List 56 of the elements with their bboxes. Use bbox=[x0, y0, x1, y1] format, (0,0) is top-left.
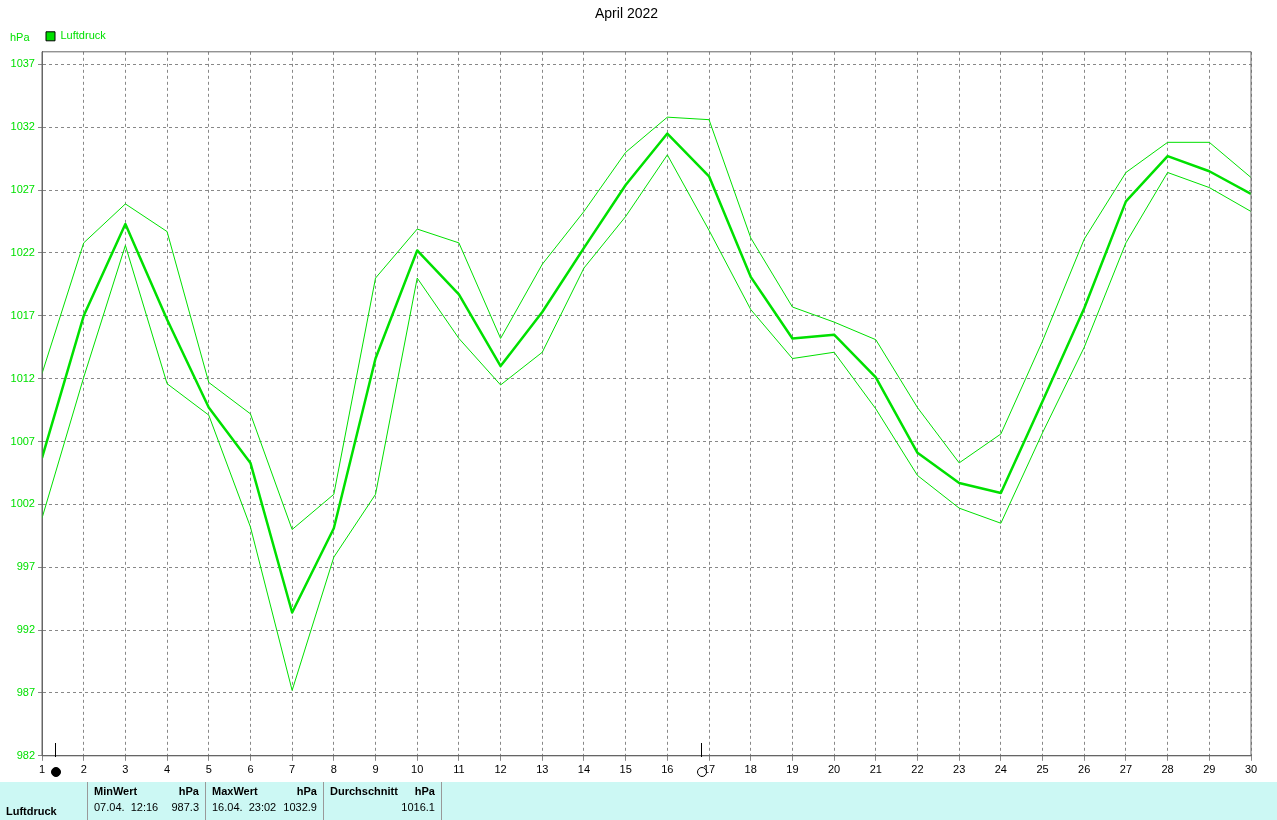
y-tick-label: 1012 bbox=[10, 371, 35, 384]
x-tick-label: 15 bbox=[619, 763, 632, 776]
y-tick-label: 992 bbox=[16, 623, 35, 636]
text: 07.04. 12:16 bbox=[94, 801, 159, 813]
text: hPa bbox=[414, 785, 435, 797]
x-tick-label: 10 bbox=[411, 763, 424, 776]
y-tick-label: 1027 bbox=[10, 183, 35, 196]
y-tick-label: 1007 bbox=[10, 434, 35, 447]
x-tick-label: 7 bbox=[289, 763, 296, 776]
chart-title: April 2022 bbox=[594, 5, 659, 22]
text: 1016.1 bbox=[401, 801, 435, 813]
x-tick-label: 5 bbox=[205, 763, 212, 776]
text: 1032.9 bbox=[283, 801, 317, 813]
x-tick-label: 3 bbox=[122, 763, 129, 776]
x-tick-label: 13 bbox=[536, 763, 549, 776]
x-tick-label: 6 bbox=[247, 763, 254, 776]
x-tick-label: 14 bbox=[577, 763, 591, 776]
y-tick-label: 1017 bbox=[10, 308, 35, 321]
x-tick-label: 9 bbox=[372, 763, 379, 776]
x-tick-label: 22 bbox=[911, 763, 924, 776]
legend-label: Luftdruck bbox=[60, 29, 107, 42]
x-tick-label: 26 bbox=[1078, 763, 1091, 776]
y-tick-label: 1037 bbox=[10, 57, 35, 70]
x-tick-label: 20 bbox=[827, 763, 841, 776]
x-tick-label: 24 bbox=[994, 763, 1007, 776]
y-tick-label: 1032 bbox=[10, 120, 35, 133]
x-tick-label: 12 bbox=[494, 763, 507, 776]
x-tick-label: 16 bbox=[661, 763, 674, 776]
x-tick-label: 11 bbox=[453, 763, 465, 776]
x-tick-label: 28 bbox=[1161, 763, 1174, 776]
text: hPa bbox=[296, 785, 317, 797]
x-tick-label: 29 bbox=[1203, 763, 1216, 776]
x-tick-label: 19 bbox=[786, 763, 799, 776]
y-tick-label: 1022 bbox=[10, 245, 35, 258]
x-tick-label: 4 bbox=[164, 763, 171, 776]
x-tick-label: 30 bbox=[1244, 763, 1258, 776]
text: Durchschnitt bbox=[330, 785, 398, 797]
x-tick-label: 1 bbox=[38, 763, 46, 776]
y-tick-label: 997 bbox=[16, 560, 35, 573]
text: MinWert bbox=[94, 785, 138, 797]
x-tick-label: 2 bbox=[80, 763, 87, 776]
y-tick-label: 982 bbox=[16, 748, 35, 761]
text: 987.3 bbox=[171, 801, 199, 813]
x-tick-label: 25 bbox=[1036, 763, 1049, 776]
text: 16.04. 23:02 bbox=[212, 801, 277, 813]
x-tick-label: 8 bbox=[330, 763, 337, 776]
x-tick-label: 23 bbox=[953, 763, 966, 776]
text: Luftdruck bbox=[6, 805, 58, 817]
text: hPa bbox=[178, 785, 199, 797]
x-tick-label: 21 bbox=[869, 763, 882, 776]
y-tick-label: 987 bbox=[16, 685, 35, 698]
y-axis-title: hPa bbox=[10, 31, 31, 44]
y-tick-label: 1002 bbox=[10, 497, 35, 510]
x-tick-label: 27 bbox=[1119, 763, 1133, 776]
x-tick-label: 18 bbox=[744, 763, 757, 776]
text: MaxWert bbox=[212, 785, 258, 797]
